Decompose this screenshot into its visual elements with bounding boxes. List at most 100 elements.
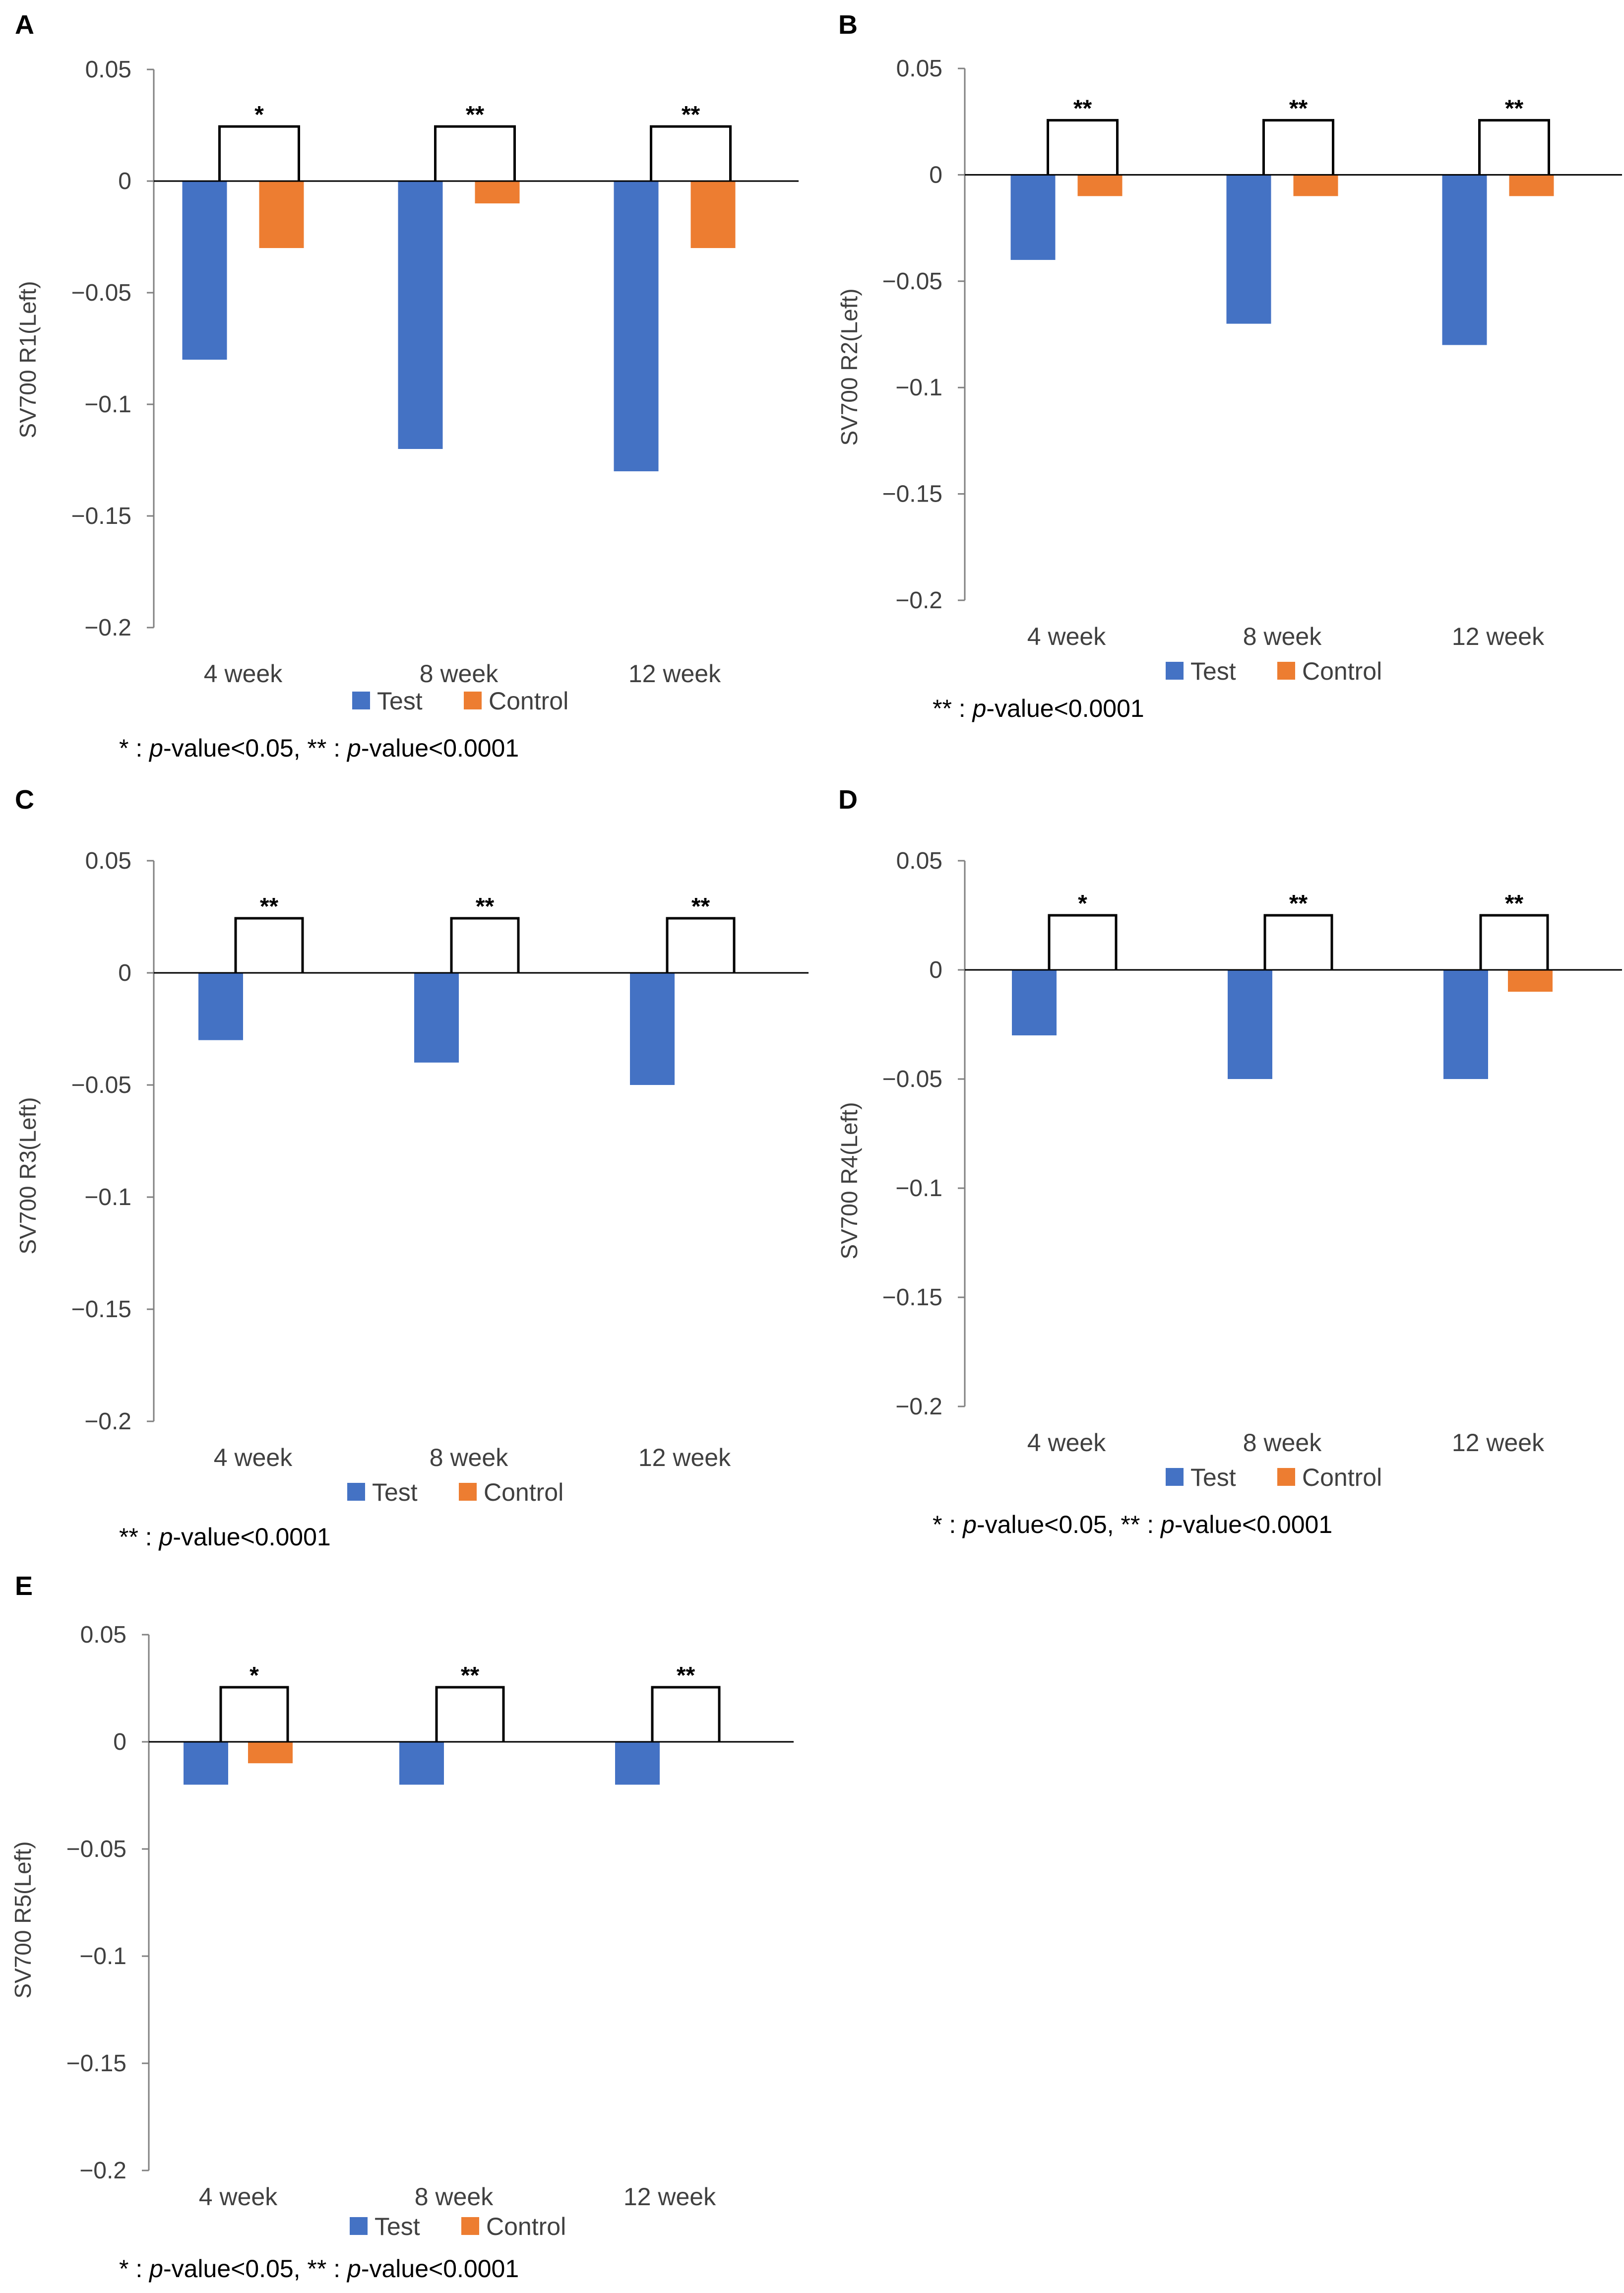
- legend-label: Test: [372, 1478, 418, 1506]
- significance-bracket: [1479, 914, 1549, 970]
- y-tick-label: −0.1: [84, 391, 131, 418]
- significance-label: **: [677, 1662, 695, 1689]
- x-category-label: 8 week: [1243, 1429, 1322, 1457]
- y-tick-label: −0.2: [84, 1408, 131, 1435]
- bar-control: [1508, 970, 1553, 992]
- bar-test: [398, 181, 443, 449]
- y-tick-label: 0: [118, 168, 131, 194]
- x-category-label: 4 week: [214, 1444, 293, 1471]
- panel-letter: A: [15, 10, 34, 40]
- x-category-label: 8 week: [420, 660, 499, 688]
- legend-swatch-test: [352, 692, 370, 709]
- footnote-segment: p: [972, 695, 987, 722]
- bar-test: [1226, 175, 1271, 324]
- footnote: * : p-value<0.05, ** : p-value<0.0001: [119, 2255, 519, 2283]
- y-axis-title: SV700 R3(Left): [15, 1097, 41, 1254]
- y-tick-label: −0.2: [895, 1394, 942, 1420]
- y-tick-label: −0.05: [71, 1072, 131, 1098]
- bar-test: [1443, 970, 1488, 1079]
- y-tick-label: 0: [929, 162, 942, 188]
- footnote-segment: ** :: [119, 1523, 159, 1551]
- panel-letter: B: [838, 10, 858, 40]
- significance-label: **: [1289, 95, 1308, 122]
- footnote: ** : p-value<0.0001: [119, 1523, 331, 1551]
- significance-bracket: [1047, 119, 1119, 175]
- significance-label: *: [254, 102, 264, 128]
- significance-label: **: [1505, 95, 1524, 122]
- x-category-label: 4 week: [1027, 623, 1106, 650]
- bar-test: [614, 181, 659, 471]
- significance-bracket: [219, 1686, 289, 1742]
- panel-letter: C: [15, 785, 34, 815]
- footnote-segment: -value<0.0001: [986, 695, 1144, 722]
- legend-swatch-control: [464, 692, 482, 709]
- y-tick-label: −0.15: [71, 1296, 131, 1323]
- footnote: * : p-value<0.05, ** : p-value<0.0001: [119, 734, 519, 762]
- y-tick-label: 0: [118, 960, 131, 986]
- footnote-segment: ** :: [933, 695, 973, 722]
- x-category-label: 4 week: [1027, 1429, 1106, 1457]
- x-category-label: 8 week: [415, 2183, 494, 2211]
- x-category-label: 12 week: [1452, 623, 1545, 650]
- significance-bracket: [218, 125, 300, 181]
- legend-swatch-control: [459, 1483, 477, 1501]
- panel-b: B 0.05 0 −0.05 −0.1 −0.15 −0.2 SV700 R2(Left) **…: [836, 10, 1622, 722]
- legend-label: Control: [484, 1478, 563, 1506]
- bar-test: [198, 973, 243, 1040]
- y-tick-label: 0: [929, 957, 942, 983]
- significance-bracket: [1262, 119, 1334, 175]
- bar-test: [184, 1742, 228, 1785]
- bar-test: [1442, 175, 1487, 345]
- bar-test: [615, 1742, 660, 1785]
- legend-swatch-control: [1277, 1468, 1295, 1486]
- legend-label: Control: [489, 687, 568, 715]
- y-tick-label: 0.05: [85, 57, 131, 83]
- bar-control: [475, 181, 520, 203]
- legend-label: Test: [377, 687, 423, 715]
- bar-test: [1010, 175, 1056, 260]
- footnote-segment: * :: [933, 1511, 963, 1538]
- bar-control: [690, 181, 736, 248]
- legend-swatch-test: [1166, 662, 1184, 680]
- footnote-segment: p: [346, 734, 361, 762]
- legend-swatch-control: [461, 2217, 479, 2235]
- footnote: ** : p-value<0.0001: [933, 695, 1144, 722]
- y-tick-label: −0.15: [882, 481, 942, 508]
- significance-bracket: [651, 1686, 721, 1742]
- x-category-label: 8 week: [1243, 623, 1322, 650]
- legend-label: Test: [375, 2213, 420, 2240]
- panel-a: A 0.05 0 −0.05 −0.1 −0.15 −0.2 SV700 R1(Left) * 4…: [15, 10, 799, 762]
- footnote-segment: * :: [119, 2255, 149, 2283]
- y-axis-title: SV700 R1(Left): [15, 281, 41, 438]
- y-tick-label: −0.1: [895, 375, 942, 401]
- y-tick-label: −0.1: [84, 1184, 131, 1210]
- significance-bracket: [450, 917, 520, 973]
- x-category-label: 12 week: [624, 2183, 716, 2211]
- footnote-segment: -value<0.0001: [361, 734, 519, 762]
- y-tick-label: −0.05: [66, 1836, 126, 1862]
- footnote-segment: p: [158, 1523, 173, 1551]
- significance-bracket: [1263, 914, 1333, 970]
- footnote-segment: p: [148, 2255, 163, 2283]
- panel-letter: D: [838, 785, 858, 815]
- bar-test: [630, 973, 675, 1085]
- footnote-segment: -value<0.0001: [173, 1523, 330, 1551]
- x-category-label: 8 week: [430, 1444, 508, 1471]
- significance-bracket: [666, 917, 736, 973]
- significance-bracket: [234, 917, 304, 973]
- footnote-segment: p: [148, 734, 163, 762]
- significance-label: **: [1073, 95, 1092, 122]
- y-tick-label: 0.05: [896, 56, 942, 82]
- y-tick-label: 0: [113, 1729, 126, 1755]
- footnote-segment: -value<0.0001: [1175, 1511, 1332, 1538]
- significance-bracket: [434, 125, 516, 181]
- footnote-segment: p: [962, 1511, 977, 1538]
- y-tick-label: −0.2: [79, 2158, 126, 2184]
- y-tick-label: 0.05: [85, 848, 131, 874]
- y-tick-label: −0.05: [882, 268, 942, 295]
- bar-test: [399, 1742, 444, 1785]
- footnote-segment: * :: [119, 734, 149, 762]
- legend-label: Control: [1302, 1464, 1382, 1491]
- legend-swatch-control: [1277, 662, 1295, 680]
